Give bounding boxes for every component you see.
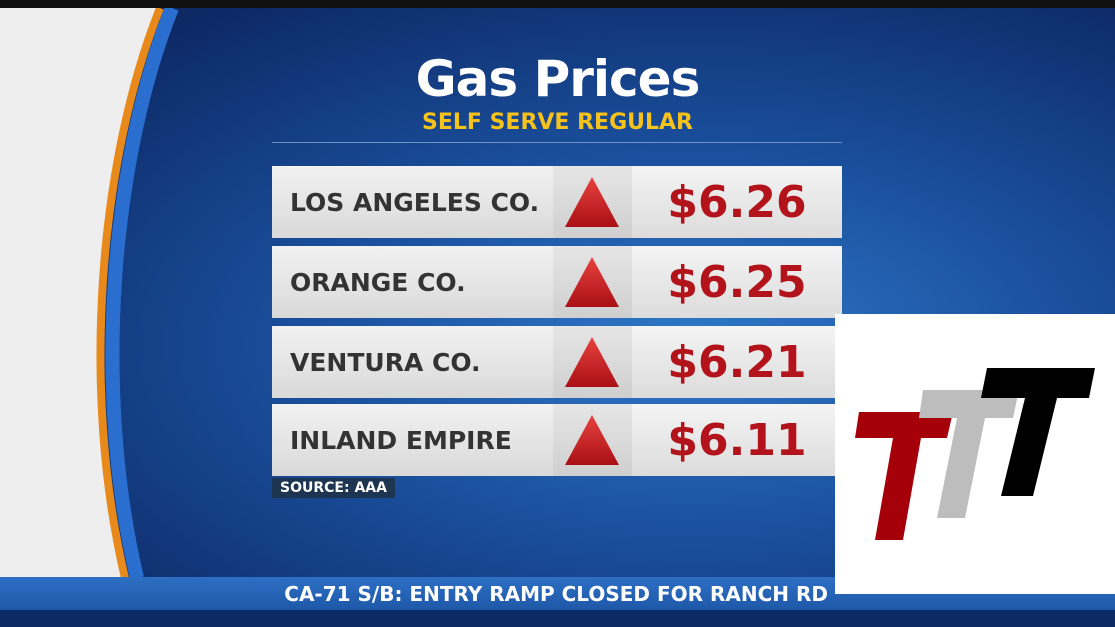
up-arrow [565,257,619,307]
triangle [565,257,619,307]
logo-t-gray [919,390,1019,518]
price-cell: $6.21 [632,326,842,398]
source: SOURCE: AAA [272,478,395,498]
logo-t-red [855,412,953,540]
price: $6.21 [667,336,807,388]
triangle [565,177,619,227]
arc-orange [96,8,164,578]
title: Gas Prices [415,50,701,108]
region-cell: ORANGE CO. [272,246,553,318]
bottom-bar [0,610,1115,627]
price: $6.26 [667,176,807,228]
subtitle: SELF SERVE REGULAR [422,110,693,135]
up-arrow [565,177,619,227]
arc-blue [105,8,179,578]
price-cell: $6.26 [632,166,842,238]
arc-white [0,8,160,578]
arrow-cell [553,166,632,238]
triangle [565,415,619,465]
region: LOS ANGELES CO. [290,187,540,217]
top-bar [0,0,1115,8]
side-arc [0,8,179,578]
logo-box [835,314,1115,594]
region: ORANGE CO. [290,267,466,297]
price: $6.25 [667,256,807,308]
region: INLAND EMPIRE [290,425,512,455]
price-cell: $6.25 [632,246,842,318]
logo [855,368,1095,540]
region-cell: VENTURA CO. [272,326,553,398]
region-cell: INLAND EMPIRE [272,404,553,476]
arrow-cell [553,246,632,318]
up-arrow [565,337,619,387]
divider [272,142,842,143]
ticker-text: CA-71 S/B: ENTRY RAMP CLOSED FOR RANCH R… [284,582,828,606]
price: $6.11 [667,414,807,466]
table-row: LOS ANGELES CO. $6.26 [272,166,842,238]
up-arrow [565,415,619,465]
table-row: ORANGE CO. $6.25 [272,246,842,318]
price-cell: $6.11 [632,404,842,476]
logo-t-black [981,368,1095,496]
arrow-cell [553,404,632,476]
arrow-cell [553,326,632,398]
region-cell: LOS ANGELES CO. [272,166,553,238]
table-row: VENTURA CO. $6.21 [272,326,842,398]
table-row: INLAND EMPIRE $6.11 [272,404,842,476]
region: VENTURA CO. [290,347,481,377]
triangle [565,337,619,387]
